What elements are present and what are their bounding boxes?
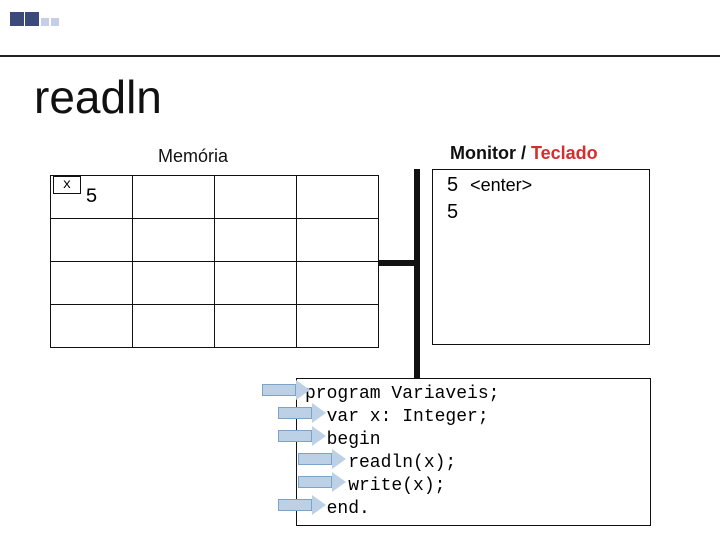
monitor-label-suffix: Teclado <box>531 143 598 163</box>
variable-tag: x <box>53 176 81 194</box>
monitor-line: 5 <enter> <box>433 170 649 197</box>
memory-grid: 5 <box>50 175 379 348</box>
decor-square-small <box>41 18 49 26</box>
table-row <box>51 305 379 348</box>
monitor-line: 5 <box>433 197 649 224</box>
memory-cell <box>51 305 133 348</box>
monitor-annotation: <enter> <box>470 175 532 196</box>
decor-square <box>25 12 39 26</box>
memory-cell <box>51 219 133 262</box>
memory-cell <box>215 262 297 305</box>
memory-cell <box>51 262 133 305</box>
memory-cell <box>133 262 215 305</box>
table-row: 5 <box>51 176 379 219</box>
decor-square-small <box>51 18 59 26</box>
monitor-label: Monitor / Teclado <box>450 143 598 164</box>
memory-cell <box>133 219 215 262</box>
decor-square <box>10 12 24 26</box>
memory-cell <box>215 176 297 219</box>
memory-cell <box>297 176 379 219</box>
corner-decoration <box>10 12 59 26</box>
monitor-label-prefix: Monitor / <box>450 143 531 163</box>
memory-label: Memória <box>158 146 228 167</box>
memory-cell <box>297 305 379 348</box>
monitor-value: 5 <box>447 174 458 197</box>
memory-cell <box>215 305 297 348</box>
bus-horizontal <box>378 260 418 266</box>
memory-cell <box>133 176 215 219</box>
divider <box>0 55 720 57</box>
monitor-value: 5 <box>447 201 458 224</box>
code-line: program Variaveis; <box>305 384 499 404</box>
table-row <box>51 262 379 305</box>
slide-title: readln <box>34 70 162 124</box>
code-panel: program Variaveis; var x: Integer; begin… <box>296 378 651 526</box>
memory-cell <box>215 219 297 262</box>
code-line: var x: Integer; <box>305 407 489 427</box>
memory-cell <box>297 262 379 305</box>
memory-cell <box>297 219 379 262</box>
memory-cell <box>133 305 215 348</box>
monitor-panel: 5 <enter> 5 <box>432 169 650 345</box>
table-row <box>51 219 379 262</box>
